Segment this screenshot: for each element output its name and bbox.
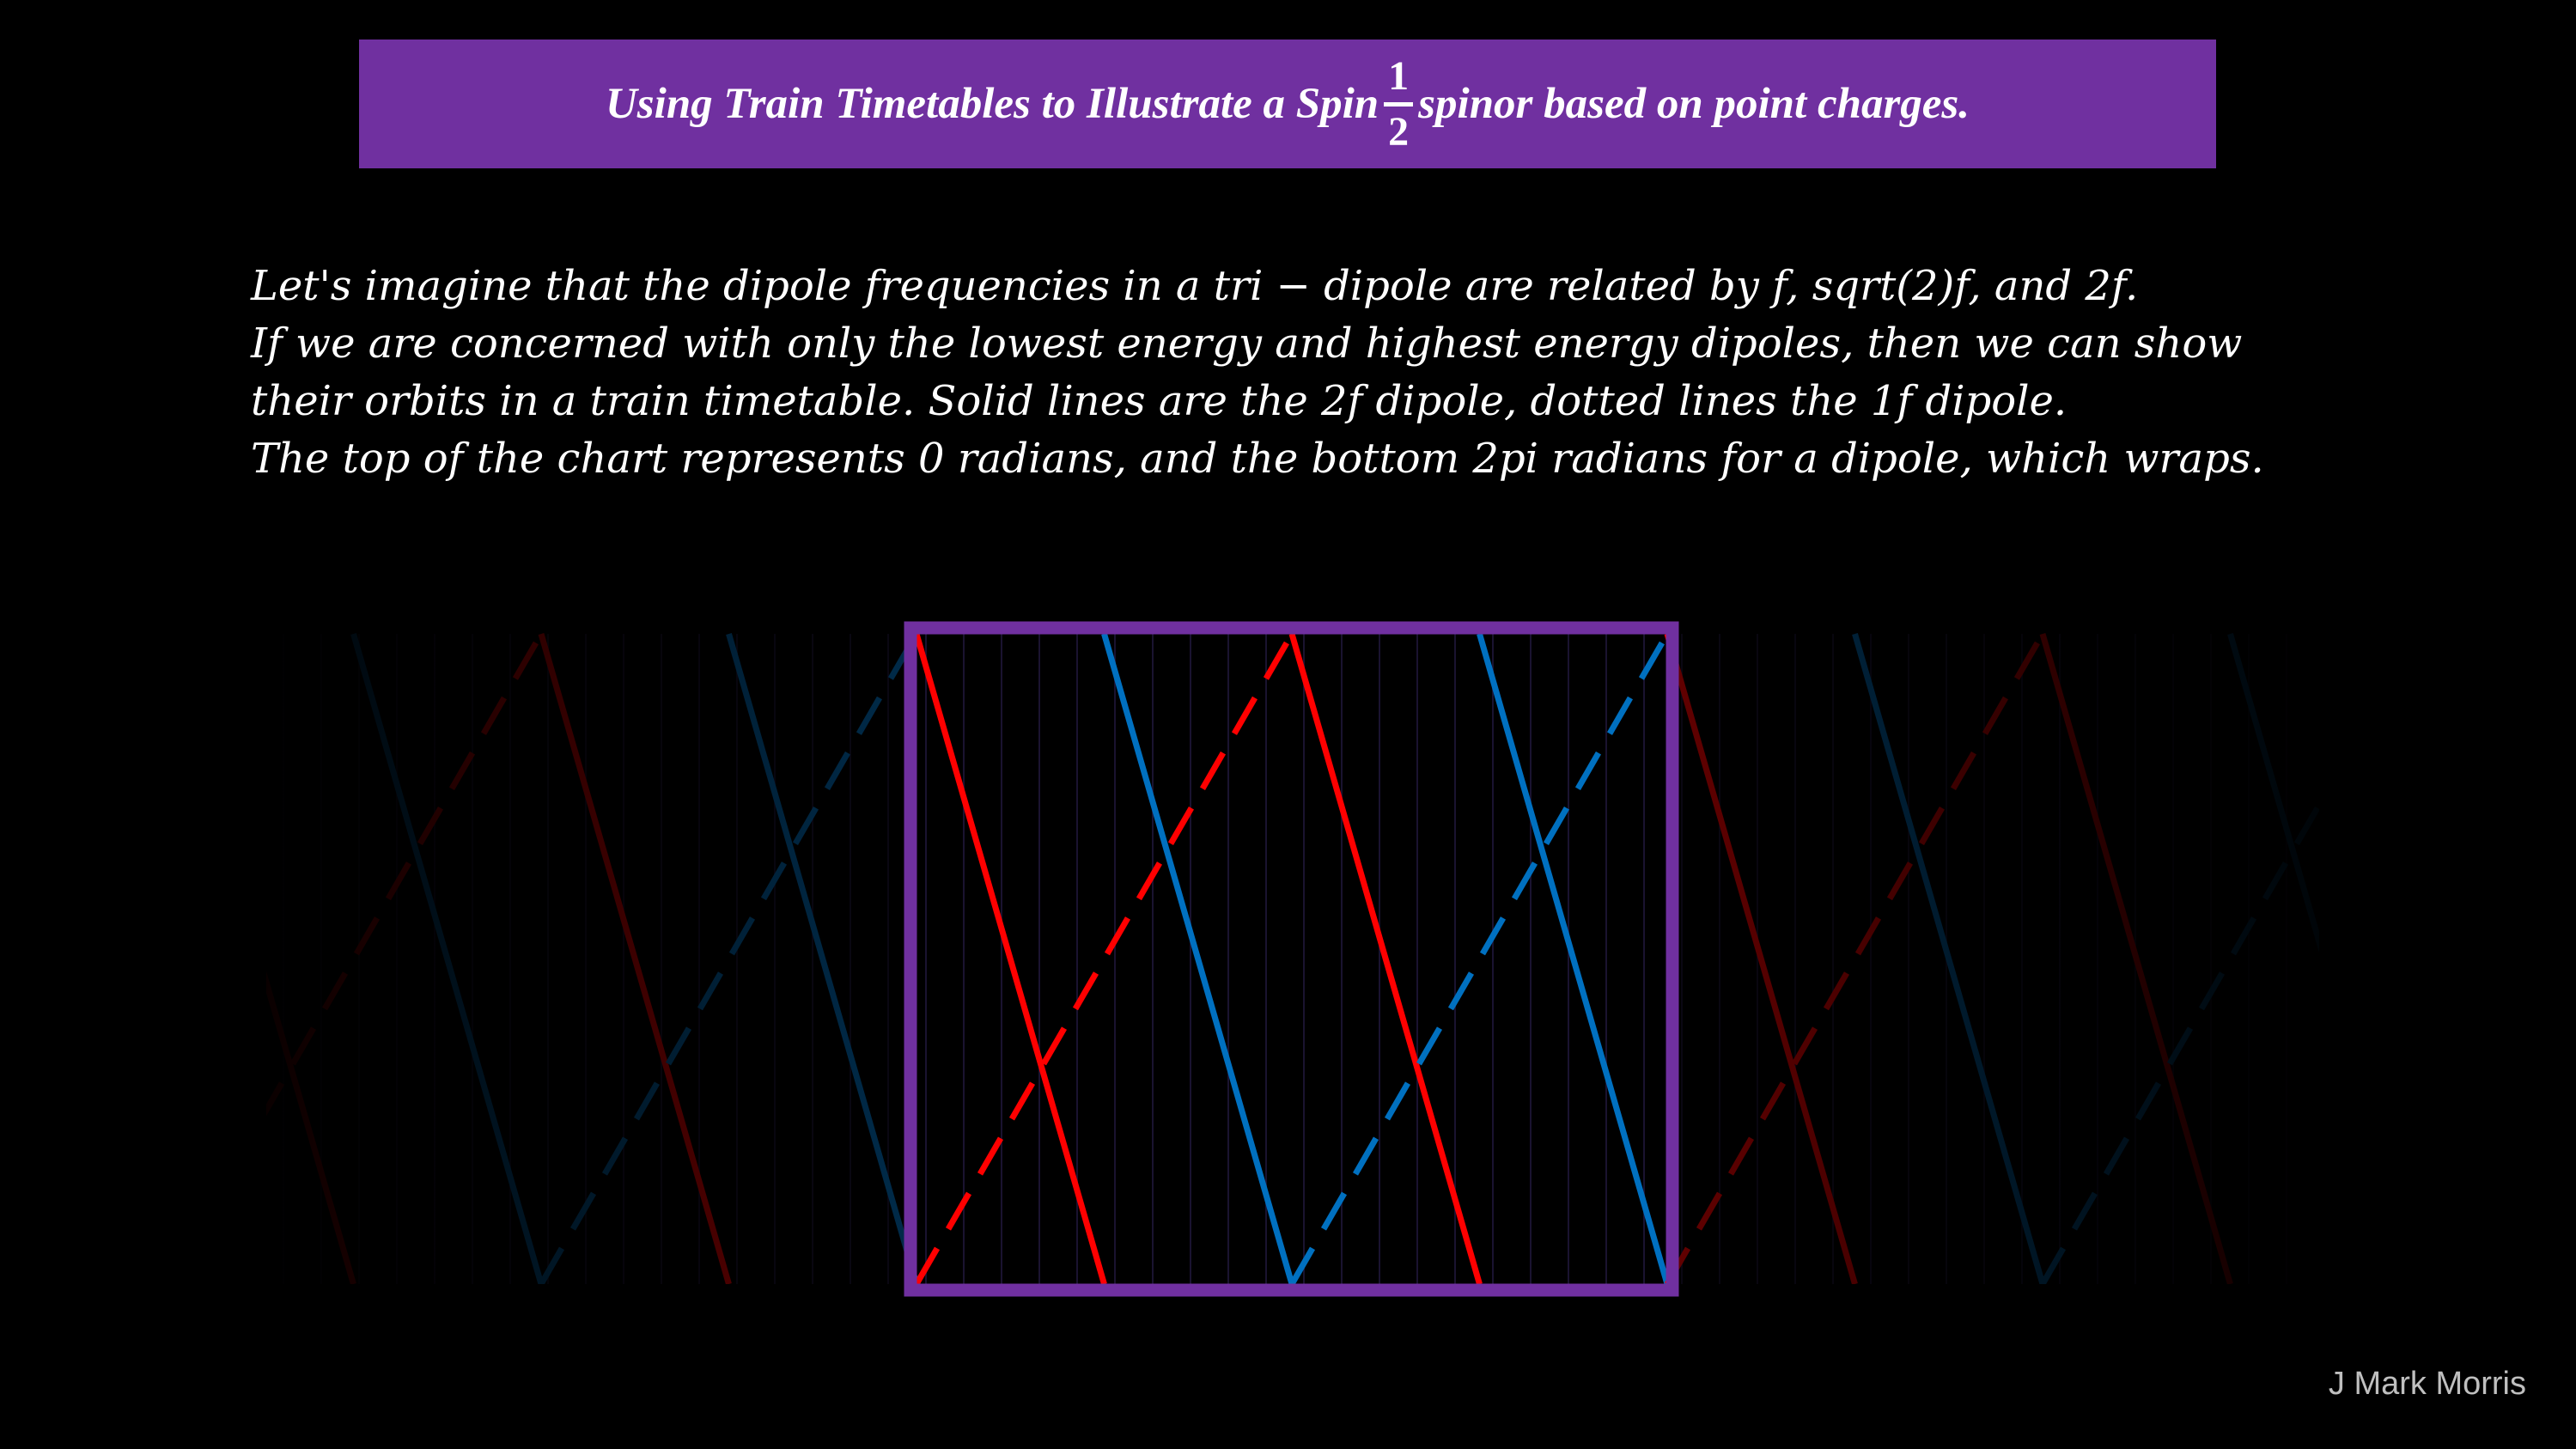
author-credit: J Mark Morris — [2328, 1366, 2526, 1402]
intro-line-4: The top of the chart represents 0 radian… — [251, 435, 2264, 483]
fraction-bar — [1384, 101, 1414, 107]
solid-2f-line — [1477, 633, 1671, 1284]
intro-line-1: Let's imagine that the dipole frequencie… — [251, 262, 2139, 310]
left-fade-overlay — [266, 601, 904, 1306]
dotted-1f-line — [1288, 632, 1671, 1284]
title-suffix: spinor based on point charges. — [1418, 80, 1970, 128]
solid-2f-line — [913, 633, 1107, 1284]
solid-2f-line — [2418, 634, 2576, 1284]
title-prefix: Using Train Timetables to Illustrate a S… — [605, 80, 1379, 128]
fraction-one-half: 1 2 — [1384, 52, 1414, 155]
dotted-1f-line — [2418, 634, 2576, 1284]
title-banner: Using Train Timetables to Illustrate a S… — [359, 40, 2216, 168]
period-frame — [904, 621, 1679, 1297]
dotted-1f-line — [0, 634, 166, 1284]
solid-2f-line — [0, 634, 166, 1284]
fraction-numerator: 1 — [1388, 52, 1410, 99]
intro-line-2: If we are concerned with only the lowest… — [251, 320, 2243, 368]
dotted-1f-line — [913, 632, 1295, 1284]
solid-2f-line — [1288, 633, 1483, 1284]
intro-line-3: their orbits in a train timetable. Solid… — [251, 377, 2067, 425]
solid-2f-line — [1101, 633, 1295, 1284]
intro-text: Let's imagine that the dipole frequencie… — [251, 258, 2398, 488]
fraction-denominator: 2 — [1388, 108, 1410, 155]
right-fade-overlay — [1672, 601, 2325, 1306]
